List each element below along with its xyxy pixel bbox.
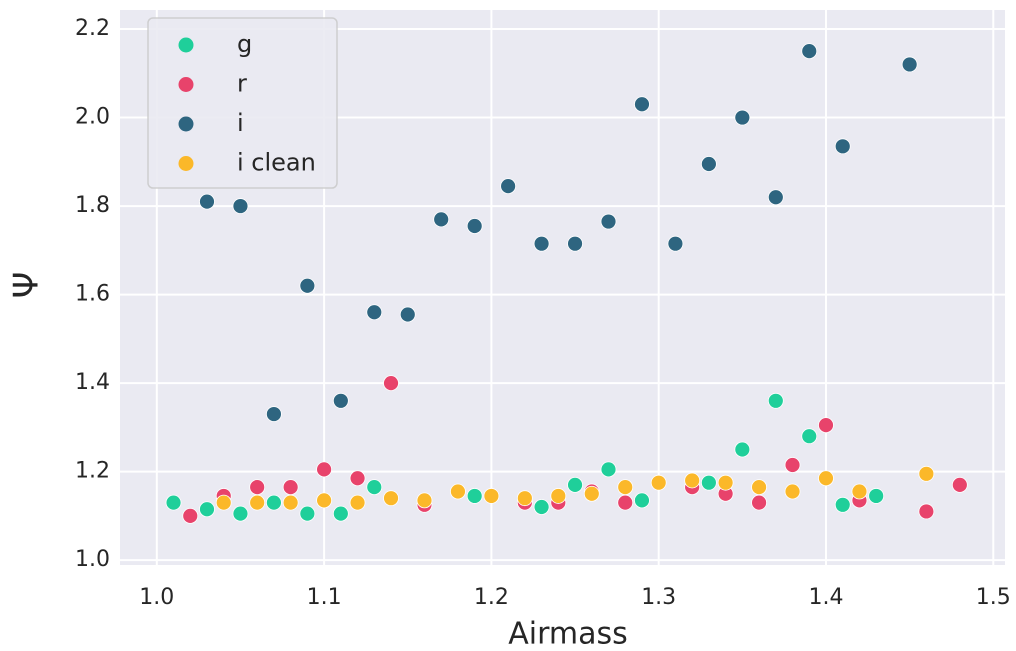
legend-marker xyxy=(178,116,194,132)
point xyxy=(834,138,851,155)
x-tick-label: 1.2 xyxy=(474,585,509,610)
point xyxy=(232,198,249,214)
point xyxy=(818,470,834,487)
point xyxy=(684,472,701,489)
point xyxy=(316,492,333,509)
point xyxy=(450,483,466,500)
point xyxy=(767,189,784,206)
point xyxy=(199,501,215,518)
point xyxy=(734,109,751,126)
point xyxy=(650,474,667,491)
point xyxy=(901,56,918,73)
legend-marker xyxy=(178,156,194,171)
y-axis-label: Ψ xyxy=(7,272,47,299)
point xyxy=(266,406,282,422)
point xyxy=(533,235,550,252)
point xyxy=(232,505,249,522)
point xyxy=(249,479,266,496)
legend-label: i clean xyxy=(237,149,316,177)
point xyxy=(249,494,266,511)
point xyxy=(366,304,383,321)
point xyxy=(634,492,650,509)
point xyxy=(868,488,885,504)
point xyxy=(801,43,818,60)
point xyxy=(349,494,366,511)
point xyxy=(399,306,416,323)
point xyxy=(316,461,333,478)
point xyxy=(165,494,182,511)
point xyxy=(567,235,583,252)
point xyxy=(734,441,751,458)
y-tick-label: 1.4 xyxy=(75,370,110,395)
point xyxy=(617,494,634,511)
point xyxy=(533,499,550,515)
point xyxy=(818,417,834,434)
y-tick-label: 1.0 xyxy=(75,547,110,572)
point xyxy=(834,496,851,513)
legend-label: r xyxy=(237,70,247,98)
point xyxy=(516,490,533,507)
x-tick-label: 1.1 xyxy=(307,585,342,610)
point xyxy=(851,483,868,500)
point xyxy=(483,488,500,504)
point xyxy=(383,375,399,391)
point xyxy=(349,470,366,487)
point xyxy=(751,494,767,511)
point xyxy=(383,490,399,507)
point xyxy=(182,507,199,524)
point xyxy=(550,488,567,504)
y-tick-label: 1.6 xyxy=(75,282,110,307)
point xyxy=(951,476,968,493)
x-tick-label: 1.4 xyxy=(808,585,843,610)
point xyxy=(282,479,299,496)
point xyxy=(299,505,316,522)
point xyxy=(433,211,450,228)
point xyxy=(634,96,650,113)
legend-label: i xyxy=(237,109,244,137)
point xyxy=(767,392,784,409)
point xyxy=(266,494,282,511)
point xyxy=(700,156,717,172)
point xyxy=(199,193,215,210)
point xyxy=(600,461,617,478)
y-tick-label: 2.0 xyxy=(75,105,110,130)
point xyxy=(332,392,349,409)
x-tick-label: 1.3 xyxy=(641,585,676,610)
point xyxy=(918,503,935,520)
point xyxy=(416,492,433,509)
y-tick-label: 1.2 xyxy=(75,459,110,484)
point xyxy=(466,218,483,234)
point xyxy=(466,488,483,504)
point xyxy=(667,235,684,252)
x-axis-label: Airmass xyxy=(508,617,628,651)
point xyxy=(500,178,517,195)
x-tick-label: 1.0 xyxy=(139,585,174,610)
point xyxy=(751,479,767,496)
x-tick-label: 1.5 xyxy=(976,585,1011,610)
point xyxy=(583,485,600,502)
point xyxy=(299,277,316,294)
point xyxy=(366,479,383,496)
point xyxy=(567,476,583,493)
legend-label: g xyxy=(237,30,252,58)
point xyxy=(617,479,634,496)
point xyxy=(282,494,299,511)
point xyxy=(918,465,935,482)
point xyxy=(801,428,818,445)
point xyxy=(332,505,349,522)
legend-marker xyxy=(178,77,194,92)
point xyxy=(784,483,801,500)
point xyxy=(717,474,734,491)
y-tick-label: 1.8 xyxy=(75,193,110,218)
point xyxy=(215,494,232,511)
point xyxy=(600,213,617,230)
y-tick-label: 2.2 xyxy=(75,16,110,41)
point xyxy=(700,474,717,491)
point xyxy=(784,457,801,473)
legend-marker xyxy=(178,37,194,53)
legend-box xyxy=(147,17,338,189)
